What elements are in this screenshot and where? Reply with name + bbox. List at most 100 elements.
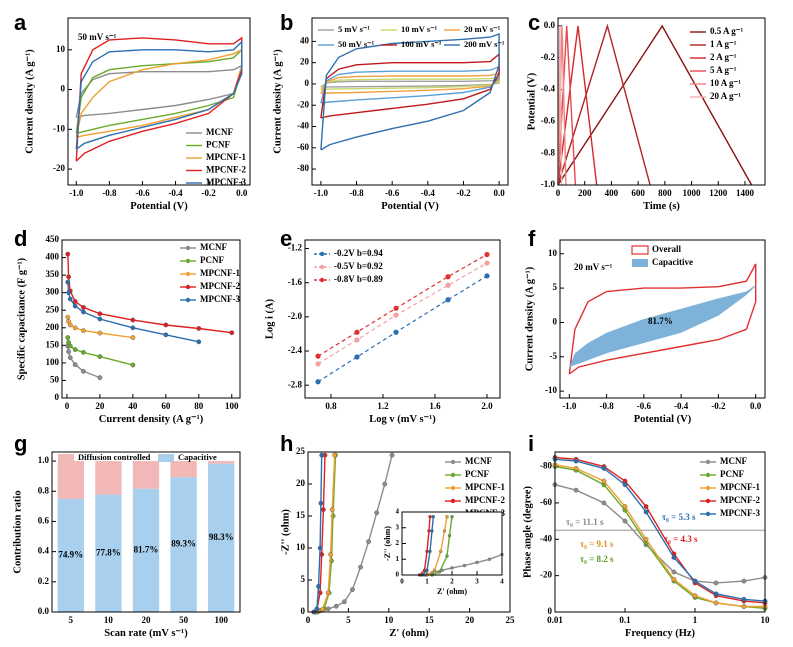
series-line: [557, 23, 651, 186]
panel-label: b: [280, 10, 293, 35]
x-tick-label: -0.6: [135, 188, 150, 198]
marker: [601, 478, 607, 484]
legend-marker: [450, 498, 456, 504]
x-tick-label: 0: [400, 578, 404, 586]
y-tick-label: 2: [396, 539, 400, 547]
marker: [318, 500, 324, 506]
marker: [66, 290, 71, 296]
marker: [671, 569, 677, 575]
legend-marker: [450, 485, 456, 491]
marker: [439, 549, 443, 554]
legend-marker: [705, 472, 711, 478]
y-tick-label: -2.0: [288, 311, 303, 321]
x-tick-label: 20: [142, 615, 152, 625]
legend-label: MCNF: [720, 456, 747, 466]
bar-segment: [208, 463, 235, 612]
marker: [130, 362, 136, 368]
marker: [66, 274, 71, 280]
marker: [130, 325, 136, 331]
series-line: [75, 40, 243, 150]
y-tick-label: -10: [53, 123, 65, 133]
y-tick-label: -2.4: [288, 345, 303, 355]
legend-label: Capacitive: [652, 257, 693, 267]
legend-marker: [185, 284, 191, 290]
y-tick-label: -5: [550, 351, 558, 361]
y-axis-label: Potential (V): [526, 72, 537, 130]
marker: [573, 487, 579, 493]
marker: [713, 580, 719, 586]
x-tick-label: 10: [104, 615, 114, 625]
marker: [462, 563, 467, 568]
legend-label: Capacitive: [178, 452, 217, 462]
legend-label: 10 mV s⁻¹: [401, 24, 438, 34]
x-tick-label: 50: [179, 615, 189, 625]
marker: [430, 529, 434, 533]
y-axis-label: -Z'' (ohm): [280, 509, 291, 555]
marker: [97, 311, 103, 317]
x-axis-label: Potential (V): [634, 414, 692, 425]
x-tick-label: 200: [578, 188, 592, 198]
y-tick-label: -0.4: [541, 84, 556, 94]
marker: [65, 335, 71, 341]
y-tick-label: -20: [297, 99, 309, 109]
y-tick-label: 40: [300, 35, 310, 45]
legend-marker: [319, 264, 325, 270]
marker: [97, 354, 103, 359]
y-tick-label: -2.8: [288, 379, 303, 389]
legend-marker: [185, 297, 191, 303]
marker: [393, 329, 399, 335]
y-tick-label: -10: [545, 385, 557, 395]
x-tick-label: 1200: [709, 188, 728, 198]
marker: [316, 584, 321, 589]
marker: [622, 482, 628, 488]
y-tick-label: -0.6: [541, 115, 556, 125]
marker: [130, 317, 136, 323]
x-tick-label: 80: [194, 401, 204, 411]
marker: [65, 314, 71, 320]
y-axis-label: -Z'' (ohm): [383, 526, 392, 561]
y-tick-label: -0.8: [541, 147, 556, 157]
x-tick-label: 4: [500, 578, 504, 586]
x-axis-label: Scan rate (mV s⁻¹): [104, 628, 188, 639]
y-tick-label: 4: [396, 508, 400, 516]
legend-label: 5 A g⁻¹: [710, 65, 737, 75]
legend-label: PCNF: [720, 469, 744, 479]
panel-label: c: [528, 10, 540, 35]
legend-marker: [185, 271, 191, 277]
marker: [72, 347, 78, 352]
marker: [315, 353, 321, 359]
marker: [484, 251, 490, 258]
legend-label: PCNF: [206, 140, 230, 150]
value-label: 81.7%: [134, 544, 159, 554]
x-axis-label: Frequency (Hz): [625, 628, 696, 639]
legend-label: 20 A g⁻¹: [710, 91, 741, 101]
x-axis-label: Potential (V): [381, 201, 439, 212]
x-tick-label: -0.2: [711, 401, 726, 411]
bar-segment: [170, 477, 197, 612]
marker: [350, 587, 355, 592]
marker: [163, 332, 169, 338]
x-tick-label: 5: [69, 615, 74, 625]
marker: [320, 607, 325, 612]
marker: [341, 599, 347, 605]
marker: [741, 604, 747, 609]
marker: [393, 312, 399, 318]
x-tick-label: 800: [658, 188, 672, 198]
y-tick-label: 15: [296, 510, 306, 520]
marker: [329, 507, 335, 512]
marker: [393, 305, 399, 311]
y-tick-label: 200: [46, 322, 60, 332]
marker: [484, 273, 490, 279]
x-tick-label: 100: [214, 615, 228, 625]
x-tick-label: 1: [425, 578, 429, 586]
annotation: τ₀ = 4.3 s: [664, 534, 698, 544]
legend-label: MCNF: [200, 242, 227, 252]
x-tick-label: 3: [475, 578, 479, 586]
marker: [445, 297, 451, 303]
series-line: [554, 456, 766, 604]
marker: [573, 465, 579, 471]
y-tick-label: 20: [300, 57, 310, 67]
x-tick-label: 0: [306, 615, 311, 625]
legend-marker: [450, 459, 456, 465]
marker: [354, 354, 360, 360]
